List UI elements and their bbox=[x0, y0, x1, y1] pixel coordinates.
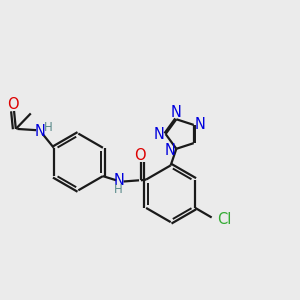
Text: N: N bbox=[171, 105, 182, 120]
Text: N: N bbox=[154, 127, 164, 142]
Text: N: N bbox=[114, 173, 125, 188]
Text: H: H bbox=[44, 121, 53, 134]
Text: N: N bbox=[195, 117, 206, 132]
Text: N: N bbox=[164, 143, 175, 158]
Text: H: H bbox=[114, 183, 123, 196]
Text: O: O bbox=[134, 148, 146, 163]
Text: Cl: Cl bbox=[217, 212, 231, 227]
Text: N: N bbox=[35, 124, 46, 139]
Text: O: O bbox=[7, 97, 18, 112]
